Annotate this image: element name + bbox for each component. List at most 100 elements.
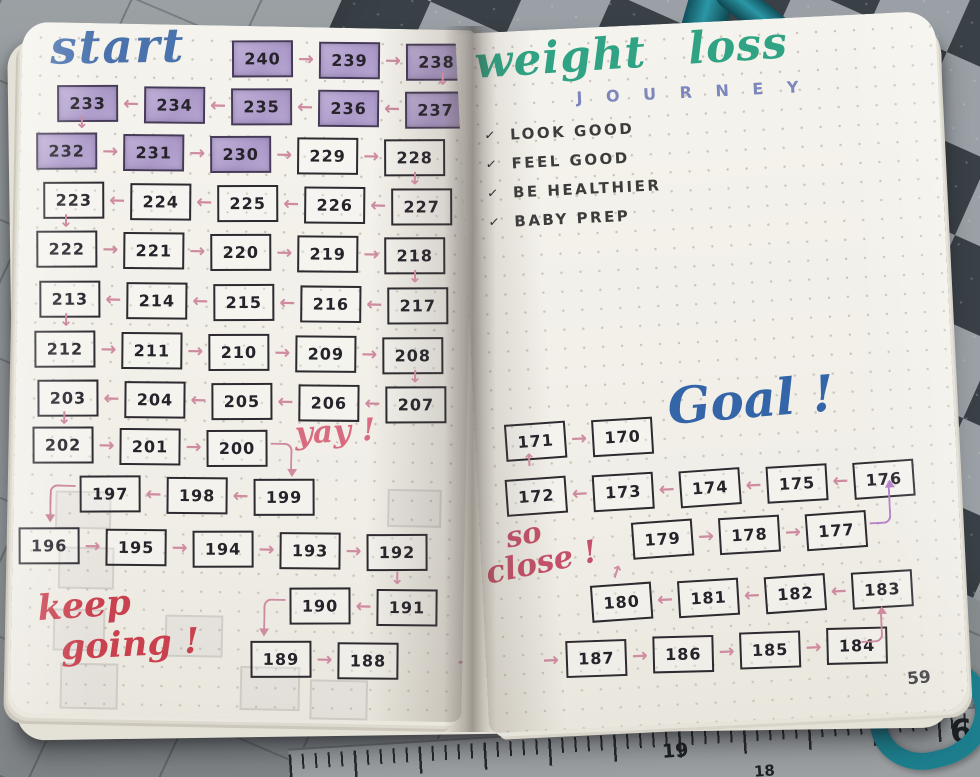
weight-box: 197 (79, 475, 141, 513)
weight-box: 200 (206, 429, 268, 468)
weight-box: 174 (678, 467, 742, 509)
flow-arrow-icon: → (718, 640, 736, 663)
weight-box: 188 (337, 642, 399, 680)
weight-box: 201 (119, 427, 181, 466)
so-close-annotation-line2: close ! (482, 533, 601, 592)
flow-arrow-icon: → (631, 644, 649, 668)
flow-arrow-down-icon: ↓ (58, 211, 74, 232)
flow-arrow-icon: ← (658, 477, 676, 501)
flow-arrow-icon: → (784, 520, 802, 544)
flow-arrow-icon: → (102, 140, 119, 163)
weight-row: 196 → 195 → 194 → 193 → 192 (18, 527, 428, 572)
flow-arrow-down-icon: ↓ (389, 568, 405, 590)
elbow-connector-197-196 (49, 484, 76, 521)
flow-arrow-icon: → (297, 48, 315, 71)
so-close-annotation-line1: so (502, 514, 545, 555)
weight-box: 236 (317, 89, 380, 128)
flow-arrow-icon: → (258, 538, 275, 561)
flow-arrow-icon: → (345, 540, 362, 563)
checklist-item: ✓FEEL GOOD (485, 147, 660, 174)
weight-box: 223 (43, 181, 105, 219)
weight-box: 222 (36, 230, 98, 268)
weight-row: 212 → 211 → 210 → 209 → 208 (34, 330, 444, 375)
flow-arrow-icon: ← (283, 192, 300, 216)
show-through-box (164, 614, 224, 658)
flow-arrow-icon: ← (103, 387, 120, 410)
flow-arrow-icon: ← (277, 390, 294, 413)
weight-box: 212 (34, 330, 96, 368)
right-tracker-rows: 171 → 170 172 ← 173 ← 174 ← 175 ← 176 179 → 178 → 177 180… (455, 11, 934, 679)
flow-arrow-icon: ← (831, 469, 849, 493)
weight-box: 186 (652, 635, 715, 674)
weight-box: 191 (376, 588, 438, 627)
flow-arrow-down-icon: ↓ (74, 112, 90, 134)
flow-arrow-icon: → (100, 338, 117, 361)
weight-box: 187 (565, 638, 628, 679)
weight-box: 215 (213, 283, 275, 322)
flow-arrow-down-icon: ↓ (56, 408, 72, 429)
flow-arrow-icon: ← (232, 484, 249, 508)
weight-box: 170 (591, 416, 655, 458)
weight-box: 229 (297, 137, 359, 175)
weight-box: 193 (279, 532, 341, 570)
flow-arrow-icon: ← (370, 194, 387, 217)
weight-box: 231 (123, 133, 185, 172)
flow-arrow-icon: → (187, 339, 204, 363)
keep-going-annotation-line1: keep (36, 581, 133, 630)
weight-row: 203 ← 204 ← 205 ← 206 ← 207 (37, 379, 447, 424)
weight-box: 179 (630, 518, 695, 560)
weight-box: 185 (739, 630, 802, 670)
weight-box: 207 (385, 386, 447, 424)
flow-arrow-icon: ← (296, 96, 314, 119)
elbow-connector-200-199 (270, 442, 293, 475)
weight-box: 189 (250, 640, 312, 678)
flow-arrow-icon: → (362, 145, 380, 168)
weight-box: 234 (143, 86, 206, 124)
page-number: 59 (906, 667, 932, 690)
weight-box: 216 (300, 285, 362, 323)
show-through-box (387, 488, 442, 528)
flow-arrow-icon: ← (122, 92, 140, 115)
weight-box: 198 (166, 476, 228, 515)
weight-box: 230 (210, 135, 272, 174)
checklist-item: ✓LOOK GOOD (484, 118, 659, 145)
journey-subtitle: J O U R N E Y (575, 77, 808, 108)
keep-going-annotation-line2: going ! (59, 620, 201, 669)
start-script-label: start (49, 21, 186, 76)
weight-box: 181 (676, 577, 741, 619)
weight-box: 175 (765, 463, 829, 504)
flow-arrow-icon: ← (656, 588, 674, 611)
flow-arrow-icon: ← (830, 579, 848, 603)
flow-arrow-icon: ← (364, 392, 381, 415)
weight-box: 226 (304, 186, 366, 225)
flow-arrow-icon: → (316, 648, 333, 671)
goals-checklist: ✓LOOK GOOD✓FEEL GOOD✓BE HEALTHIER✓BABY P… (484, 118, 664, 242)
weight-row: 233 ← 234 ← 235 ← 236 ← 237 (57, 84, 467, 129)
weight-row: → 187 → 186 → 185 → 184 (535, 626, 888, 680)
flow-arrow-icon: ← (145, 483, 162, 506)
flow-arrow-icon: → (570, 427, 588, 450)
flow-arrow-icon: → (805, 635, 823, 659)
weight-box: 217 (387, 287, 449, 325)
flow-arrow-icon: → (384, 49, 402, 72)
flow-arrow-icon: ← (743, 583, 761, 607)
flow-arrow-icon: → (189, 141, 206, 165)
weight-loss-script-title: weight loss (472, 17, 790, 89)
weight-box: 235 (231, 88, 293, 126)
flow-arrow-icon: ← (192, 290, 209, 313)
flow-arrow-icon: ← (279, 291, 296, 315)
weight-row: 223 ← 224 ← 225 ← 226 ← 227 (43, 181, 453, 226)
weight-row: 197 ← 198 ← 199 (79, 475, 315, 517)
weight-box: 214 (126, 282, 188, 320)
weight-box: 172 (504, 475, 569, 517)
weight-row: 213 ← 214 ← 215 ← 216 ← 217 (39, 280, 449, 325)
checklist-item: ✓BE HEALTHIER (486, 176, 662, 203)
weight-box: 232 (36, 132, 98, 170)
flow-arrow-upright-icon: ↗ (605, 560, 628, 586)
weight-row: 172 ← 173 ← 174 ← 175 ← 176 (504, 458, 916, 517)
checklist-label: BE HEALTHIER (512, 176, 662, 202)
flow-arrow-icon: ← (196, 191, 213, 214)
weight-box: 190 (289, 587, 351, 625)
weight-box: 221 (123, 232, 185, 270)
flow-arrow-down-icon: ↓ (407, 267, 423, 288)
